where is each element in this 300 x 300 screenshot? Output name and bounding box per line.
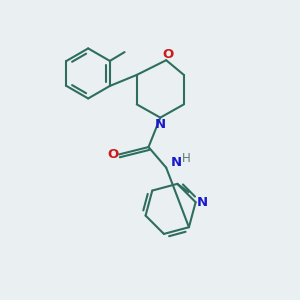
Text: O: O [107, 148, 118, 161]
Text: O: O [162, 48, 173, 62]
Text: N: N [155, 118, 166, 130]
Text: N: N [171, 156, 182, 169]
Text: H: H [182, 152, 190, 165]
Text: N: N [196, 196, 208, 209]
